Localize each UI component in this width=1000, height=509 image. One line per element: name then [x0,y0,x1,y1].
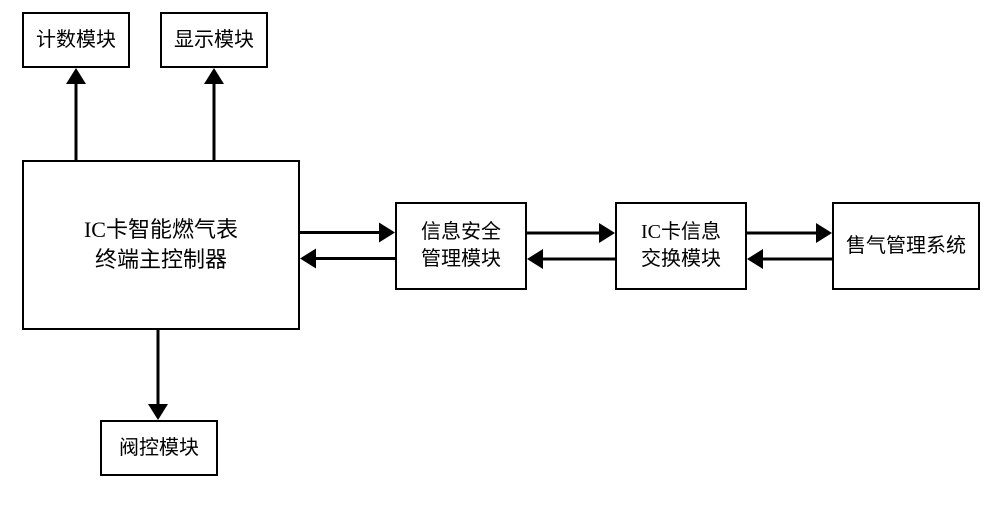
node-label: IC卡智能燃气表 终端主控制器 [84,215,238,274]
diagram-canvas: 计数模块 显示模块 IC卡智能燃气表 终端主控制器 信息安全 管理模块 IC卡信… [0,0,1000,509]
node-label: 阀控模块 [119,435,199,462]
node-ic-swap-module: IC卡信息 交换模块 [615,202,747,290]
node-count-module: 计数模块 [22,12,130,68]
node-label: 计数模块 [36,27,116,54]
node-label: 信息安全 管理模块 [421,219,501,273]
node-valve-module: 阀控模块 [100,420,218,476]
node-display-module: 显示模块 [160,12,268,68]
node-sales-system: 售气管理系统 [832,202,980,290]
node-main-controller: IC卡智能燃气表 终端主控制器 [22,160,300,330]
node-security-module: 信息安全 管理模块 [395,202,527,290]
node-label: 显示模块 [174,27,254,54]
node-label: 售气管理系统 [846,233,966,260]
node-label: IC卡信息 交换模块 [641,219,721,273]
